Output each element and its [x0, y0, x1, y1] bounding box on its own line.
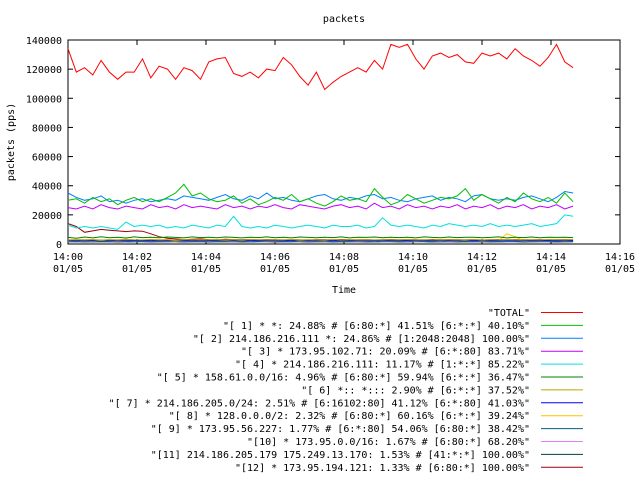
x-tick-label-date: 01/05 — [122, 264, 152, 275]
series-line-9 — [67, 240, 574, 243]
legend-label: "[ 9] * 173.95.56.227: 1.77% # [6:*:80] … — [151, 424, 530, 435]
series-line-3 — [67, 202, 574, 210]
y-tick-label: 100000 — [26, 94, 62, 105]
legend-label: "[ 4] * 214.186.216.111: 11.17% # [1:*:*… — [235, 360, 530, 371]
x-tick-label-date: 01/05 — [260, 264, 290, 275]
legend-label: "[12] * 173.95.194.121: 1.33% # [6:80:*]… — [235, 463, 530, 474]
legend-label: "[ 2] 214.186.216.111 *: 24.86% # [1:204… — [193, 334, 530, 345]
legend-label: "[ 8] * 128.0.0.0/2: 2.32% # [6:80:*] 60… — [169, 411, 530, 422]
y-tick-label: 60000 — [32, 153, 62, 164]
x-tick-label-time: 14:04 — [191, 252, 221, 263]
x-tick-label-time: 14:10 — [398, 252, 428, 263]
x-axis-label: Time — [332, 285, 356, 296]
legend-label: "[ 3] * 173.95.102.71: 20.09% # [6:*:80]… — [241, 347, 530, 358]
legend-label: "[ 1] * *: 24.88% # [6:80:*] 41.51% [6:*… — [223, 321, 530, 332]
series-lines — [67, 43, 574, 243]
series-line-1 — [67, 183, 574, 207]
legend: "TOTAL" "[ 1] * *: 24.88% # [6:80:*] 41.5… — [109, 308, 583, 474]
y-tick-label: 40000 — [32, 182, 62, 193]
x-tick-label-date: 01/05 — [53, 264, 83, 275]
legend-label: "[10] * 173.95.0.0/16: 1.67% # [6:80:*] … — [247, 437, 530, 448]
x-tick-label-date: 01/05 — [536, 264, 566, 275]
y-tick-label: 120000 — [26, 65, 62, 76]
y-axis-label: packets (pps) — [6, 103, 17, 181]
x-tick-label-date: 01/05 — [398, 264, 428, 275]
y-tick-label: 140000 — [26, 36, 62, 47]
y-tick-label: 20000 — [32, 211, 62, 222]
x-tick-label-time: 14:16 — [605, 252, 635, 263]
x-tick-label-time: 14:08 — [329, 252, 359, 263]
legend-label: "[ 6] *:: *::: 2.90% # [6:*:*] 37.52%" — [301, 385, 530, 396]
x-tick-label-time: 14:02 — [122, 252, 152, 263]
x-axis: 14:0001/0514:0201/0514:0401/0514:0601/05… — [53, 40, 635, 275]
y-axis: 0 20000 40000 60000 80000 100000 120000 140000 — [26, 36, 620, 251]
x-tick-label-time: 14:12 — [467, 252, 497, 263]
plot-frame — [67, 39, 621, 245]
y-tick-label: 0 — [56, 240, 62, 251]
x-tick-label-date: 01/05 — [191, 264, 221, 275]
x-tick-label-time: 14:00 — [53, 252, 83, 263]
chart-title: packets — [323, 14, 365, 25]
series-line-6 — [67, 238, 574, 241]
series-line-5 — [67, 236, 574, 239]
x-tick-label-date: 01/05 — [605, 264, 635, 275]
x-tick-label-time: 14:06 — [260, 252, 290, 263]
legend-label: "[ 7] * 214.186.205.0/24: 2.51% # [6:161… — [109, 398, 530, 409]
legend-label: "[ 5] * 158.61.0.0/16: 4.96% # [6:80:*] … — [157, 373, 530, 384]
x-tick-label-time: 14:14 — [536, 252, 566, 263]
series-line-4 — [67, 214, 574, 230]
series-line-0 — [67, 43, 574, 91]
x-tick-label-date: 01/05 — [329, 264, 359, 275]
legend-label: "[11] 214.186.205.179 175.249.13.170: 1.… — [151, 450, 530, 461]
y-tick-label: 80000 — [32, 123, 62, 134]
x-tick-label-date: 01/05 — [467, 264, 497, 275]
legend-label: "TOTAL" — [488, 308, 530, 319]
